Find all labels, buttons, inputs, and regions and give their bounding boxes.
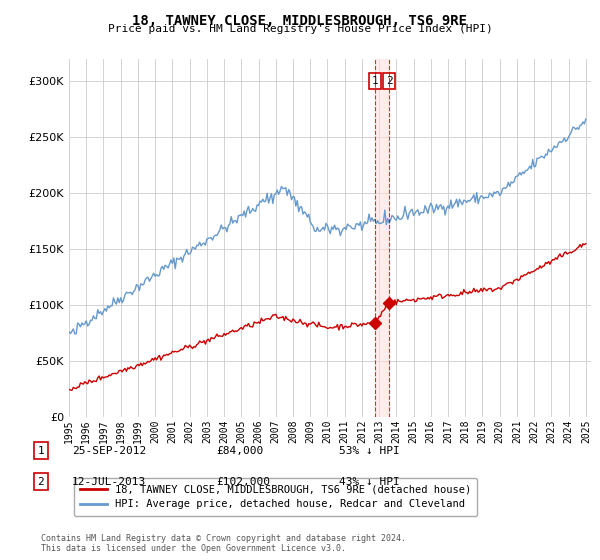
Bar — [375, 59, 389, 417]
Text: 12-JUL-2013: 12-JUL-2013 — [72, 477, 146, 487]
Text: 43% ↓ HPI: 43% ↓ HPI — [339, 477, 400, 487]
Text: 25-SEP-2012: 25-SEP-2012 — [72, 446, 146, 456]
Text: £102,000: £102,000 — [216, 477, 270, 487]
Text: 2: 2 — [37, 477, 44, 487]
Text: 2: 2 — [386, 76, 392, 86]
Text: Price paid vs. HM Land Registry's House Price Index (HPI): Price paid vs. HM Land Registry's House … — [107, 24, 493, 34]
Text: 18, TAWNEY CLOSE, MIDDLESBROUGH, TS6 9RE: 18, TAWNEY CLOSE, MIDDLESBROUGH, TS6 9RE — [133, 14, 467, 28]
Text: 53% ↓ HPI: 53% ↓ HPI — [339, 446, 400, 456]
Text: £84,000: £84,000 — [216, 446, 263, 456]
Text: 1: 1 — [37, 446, 44, 456]
Text: 1: 1 — [371, 76, 378, 86]
Legend: 18, TAWNEY CLOSE, MIDDLESBROUGH, TS6 9RE (detached house), HPI: Average price, d: 18, TAWNEY CLOSE, MIDDLESBROUGH, TS6 9RE… — [74, 478, 478, 516]
Text: Contains HM Land Registry data © Crown copyright and database right 2024.
This d: Contains HM Land Registry data © Crown c… — [41, 534, 406, 553]
